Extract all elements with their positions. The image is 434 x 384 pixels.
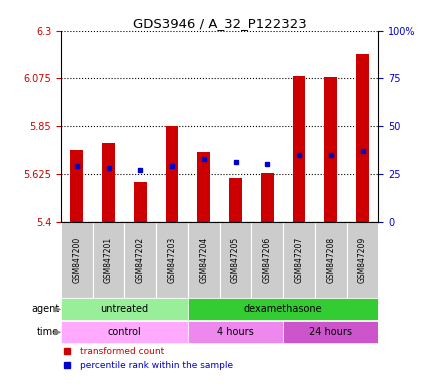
Bar [324,78,336,222]
Bar [92,222,124,298]
Text: time: time [37,328,59,338]
Text: percentile rank within the sample: percentile rank within the sample [80,361,233,370]
Bar [134,182,146,222]
Bar [346,222,378,298]
Bar [61,298,187,321]
Bar [355,54,368,222]
Bar [314,222,346,298]
Bar [229,178,241,222]
Text: GSM847206: GSM847206 [262,237,271,283]
Text: GSM847202: GSM847202 [135,237,145,283]
Bar [61,321,187,343]
Text: 4 hours: 4 hours [217,328,253,338]
Text: GSM847207: GSM847207 [294,237,303,283]
Text: GSM847205: GSM847205 [230,237,240,283]
Bar [197,152,210,222]
Text: GSM847209: GSM847209 [357,237,366,283]
Bar [187,298,378,321]
Bar [283,321,378,343]
Bar [187,321,283,343]
Text: dexamethasone: dexamethasone [243,305,322,314]
Text: transformed count: transformed count [80,346,164,356]
Text: GSM847204: GSM847204 [199,237,208,283]
Text: GSM847208: GSM847208 [326,237,335,283]
Bar [165,126,178,222]
Bar [187,222,219,298]
Bar [251,222,283,298]
Text: untreated: untreated [100,305,148,314]
Bar [102,143,115,222]
Text: GSM847200: GSM847200 [72,237,81,283]
Bar [292,76,305,222]
Text: 24 hours: 24 hours [309,328,352,338]
Bar [124,222,156,298]
Bar [260,173,273,222]
Text: GSM847201: GSM847201 [104,237,113,283]
Title: GDS3946 / A_32_P122323: GDS3946 / A_32_P122323 [132,17,306,30]
Bar [219,222,251,298]
Bar [283,222,314,298]
Bar [61,222,92,298]
Text: control: control [107,328,141,338]
Bar [70,149,83,222]
Text: GSM847203: GSM847203 [167,237,176,283]
Bar [156,222,187,298]
Text: agent: agent [31,305,59,314]
